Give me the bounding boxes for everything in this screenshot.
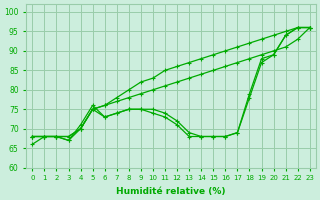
X-axis label: Humidité relative (%): Humidité relative (%) bbox=[116, 187, 226, 196]
